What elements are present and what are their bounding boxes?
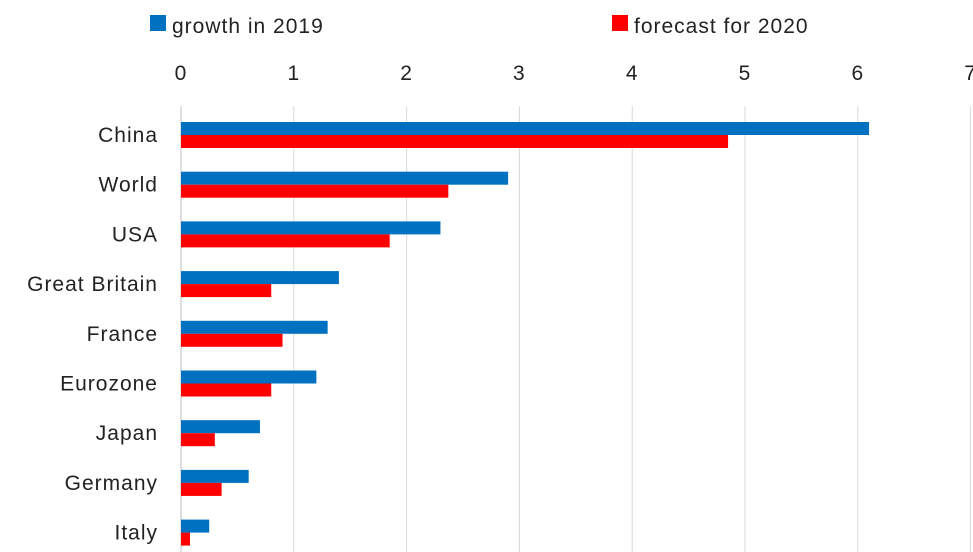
legend-swatch-forecast-2020 — [612, 15, 628, 31]
bar-world-growth-2019 — [181, 171, 509, 185]
bar-usa-forecast-2020 — [181, 234, 390, 248]
bar-world-forecast-2020 — [181, 184, 449, 198]
legend: growth in 2019 forecast for 2020 — [150, 15, 809, 38]
bar-china-growth-2019 — [181, 122, 870, 135]
x-axis-tick-labels: 0 1 2 3 4 5 6 7 — [175, 62, 973, 85]
x-tick-label-0: 0 — [175, 62, 188, 85]
bar-italy-forecast-2020 — [181, 532, 191, 546]
category-labels: China World USA Great Britain France Eurozone… — [27, 124, 158, 545]
bar-japan-growth-2019 — [181, 420, 260, 434]
legend-label-forecast-2020: forecast for 2020 — [634, 15, 809, 38]
x-tick-label-5: 5 — [739, 62, 752, 85]
category-label-world: World — [99, 174, 158, 197]
bar-germany-forecast-2020 — [181, 482, 222, 496]
category-label-china: China — [98, 124, 158, 147]
bars — [181, 122, 870, 546]
bar-china-forecast-2020 — [181, 135, 729, 148]
category-label-usa: USA — [112, 223, 158, 246]
category-label-italy: Italy — [114, 522, 158, 545]
bar-france-forecast-2020 — [181, 333, 283, 347]
legend-swatch-growth-2019 — [150, 15, 166, 31]
category-label-france: France — [87, 323, 158, 346]
bar-great-britain-growth-2019 — [181, 271, 339, 285]
bar-usa-growth-2019 — [181, 221, 441, 235]
bar-great-britain-forecast-2020 — [181, 284, 272, 298]
bar-france-growth-2019 — [181, 320, 328, 334]
x-tick-label-3: 3 — [513, 62, 526, 85]
category-label-japan: Japan — [96, 422, 158, 445]
category-label-great-britain: Great Britain — [27, 273, 158, 296]
x-tick-label-1: 1 — [287, 62, 300, 85]
bar-eurozone-growth-2019 — [181, 370, 317, 384]
x-tick-label-7: 7 — [964, 62, 973, 85]
category-label-eurozone: Eurozone — [60, 373, 158, 396]
bar-japan-forecast-2020 — [181, 433, 215, 447]
bar-germany-growth-2019 — [181, 469, 249, 483]
legend-label-growth-2019: growth in 2019 — [172, 15, 324, 38]
x-tick-label-2: 2 — [400, 62, 413, 85]
bar-eurozone-forecast-2020 — [181, 383, 272, 397]
bar-italy-growth-2019 — [181, 519, 210, 533]
x-tick-label-4: 4 — [626, 62, 639, 85]
category-label-germany: Germany — [65, 472, 158, 495]
x-tick-label-6: 6 — [851, 62, 864, 85]
